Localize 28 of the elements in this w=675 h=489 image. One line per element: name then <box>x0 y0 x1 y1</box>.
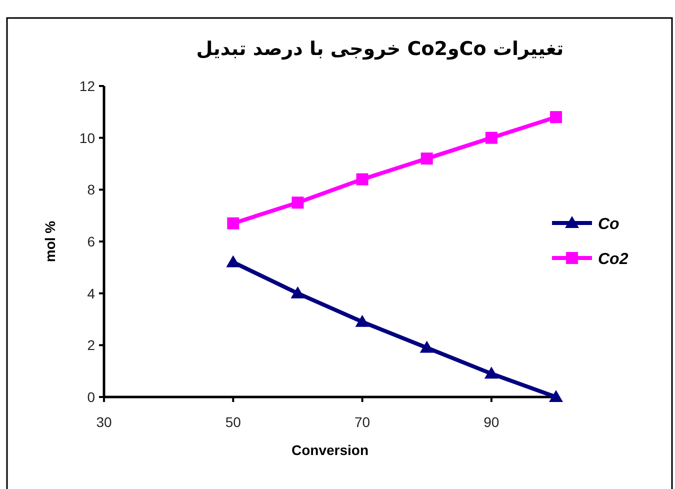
point <box>290 286 305 298</box>
point <box>549 390 563 402</box>
x-tick-label: 70 <box>354 414 370 430</box>
x-tick-label: 90 <box>484 414 500 430</box>
point <box>355 314 370 327</box>
y-tick-label: 10 <box>79 130 96 146</box>
legend-label: Co <box>598 216 620 233</box>
y-axis-title: mol % <box>42 220 58 262</box>
x-tick-label: 30 <box>96 414 112 430</box>
point <box>485 132 498 144</box>
y-tick-label: 0 <box>87 389 96 405</box>
y-tick-label: 2 <box>87 337 96 354</box>
point <box>356 173 368 186</box>
point <box>420 340 434 353</box>
y-tick-label: 4 <box>87 285 96 302</box>
point <box>226 255 240 268</box>
y-tick-label: 12 <box>79 78 96 94</box>
x-tick-label: 50 <box>225 414 242 430</box>
chart-title: تغییرات CoوCo2 خروجی با درصد تبدیل <box>195 38 565 60</box>
point <box>420 152 433 165</box>
point <box>484 366 498 379</box>
legend-label: Co2 <box>598 251 628 268</box>
point <box>292 196 304 209</box>
y-tick-label: 6 <box>87 234 96 250</box>
x-axis-title: Conversion <box>291 442 369 458</box>
y-tick-label: 8 <box>87 182 96 198</box>
point <box>550 111 562 124</box>
point <box>227 217 240 230</box>
